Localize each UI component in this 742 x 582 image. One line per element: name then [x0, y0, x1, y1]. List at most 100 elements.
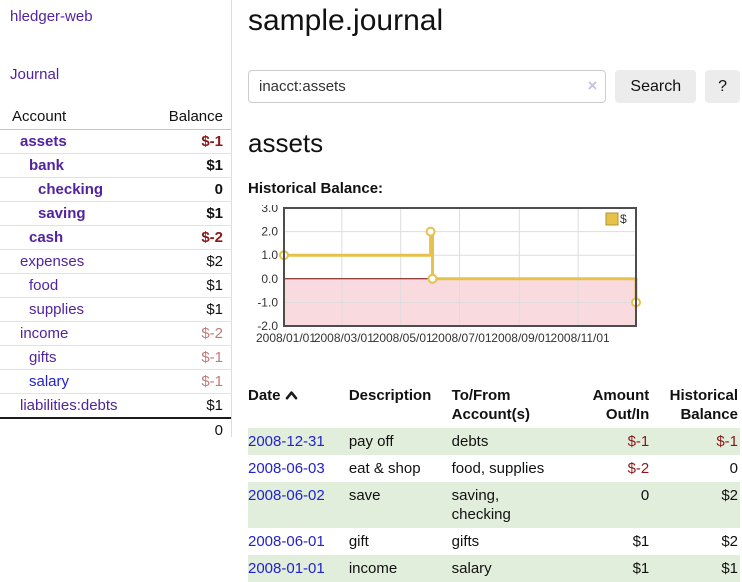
accounts-table-header: Account Balance	[0, 105, 231, 130]
register-row: 2008-12-31 pay off debts $-1 $-1	[248, 428, 740, 455]
account-balance: $1	[145, 153, 231, 178]
tofrom-header-line2: Account(s)	[451, 406, 530, 423]
svg-text:-1.0: -1.0	[257, 295, 278, 309]
historical-balance-chart: 3.0 2.0 1.0 0.0 -1.0 -2.0 2008/01/01 2008/03/01…	[248, 201, 740, 370]
transaction-description: income	[348, 555, 452, 582]
transaction-balance: $2	[651, 482, 740, 528]
amount-header-line1: Amount	[592, 387, 650, 404]
transaction-tofrom: food, supplies	[451, 460, 545, 477]
svg-text:0.0: 0.0	[261, 272, 278, 286]
search-input-wrap: ×	[248, 70, 607, 103]
sidebar: hledger-web Journal Account Balance asse…	[0, 0, 232, 442]
account-link[interactable]: income	[20, 325, 69, 342]
transaction-date-link[interactable]: 2008-06-03	[248, 460, 325, 477]
account-row: expenses $2	[0, 249, 231, 274]
account-link[interactable]: assets	[20, 133, 67, 150]
account-balance: $1	[145, 297, 231, 322]
account-balance: $1	[145, 201, 231, 226]
data-point-marker[interactable]	[425, 226, 436, 237]
svg-text:2008/07/01: 2008/07/01	[431, 331, 491, 345]
accounts-table: Account Balance assets $-1 bank $1 checking 0…	[0, 105, 231, 442]
balance-header-line1: Historical	[669, 387, 738, 404]
account-row: checking 0	[0, 177, 231, 202]
accounts-total-row: 0	[0, 417, 231, 442]
account-balance: $-1	[145, 129, 231, 154]
transaction-amount: $-1	[568, 428, 652, 455]
account-balance: $1	[145, 393, 231, 418]
transaction-description: pay off	[348, 428, 452, 455]
account-link[interactable]: cash	[29, 229, 64, 246]
svg-text:-2.0: -2.0	[257, 319, 278, 333]
clear-search-icon[interactable]: ×	[587, 76, 598, 95]
main-content: sample.journal × Search ? assets Histori…	[248, 0, 740, 582]
transaction-description: gift	[348, 533, 369, 550]
transaction-amount: $-2	[627, 460, 650, 477]
transaction-tofrom: saving, checking	[451, 482, 569, 528]
register-table: Date Description To/From Account(s) Amou…	[248, 384, 740, 582]
account-link[interactable]: supplies	[29, 301, 85, 318]
account-balance: $1	[145, 273, 231, 298]
account-row: salary $-1	[0, 369, 231, 394]
transaction-description: eat & shop	[348, 460, 421, 477]
transaction-balance: $2	[721, 533, 738, 550]
account-link[interactable]: bank	[29, 157, 65, 174]
account-link[interactable]: expenses	[20, 253, 85, 270]
transaction-balance: $1	[651, 555, 740, 582]
register-row: 2008-06-02 save saving, checking 0 $2	[248, 482, 740, 528]
page-title: sample.journal	[248, 4, 444, 37]
account-link[interactable]: food	[29, 277, 59, 294]
svg-text:2008/01/01: 2008/01/01	[256, 331, 316, 345]
account-balance: $-2	[145, 321, 231, 346]
transaction-tofrom: salary	[451, 555, 569, 582]
sidebar-item-journal[interactable]: Journal	[10, 66, 60, 83]
transaction-date-link[interactable]: 2008-06-01	[248, 533, 325, 550]
date-column-header[interactable]: Date	[248, 384, 349, 428]
account-balance: $-1	[145, 369, 231, 394]
transaction-date-link[interactable]: 2008-06-02	[248, 487, 325, 504]
svg-text:2008/05/01: 2008/05/01	[373, 331, 433, 345]
account-row: assets $-1	[0, 129, 231, 154]
data-point-marker[interactable]	[427, 273, 438, 284]
amount-header-line2: Out/In	[605, 406, 650, 423]
account-column-header: Account	[0, 105, 146, 130]
accounts-total-value: 0	[145, 417, 231, 442]
account-row: saving $1	[0, 201, 231, 226]
transaction-amount: $1	[632, 533, 650, 550]
register-header-row: Date Description To/From Account(s) Amou…	[248, 384, 740, 428]
transaction-date-link[interactable]: 2008-12-31	[248, 433, 325, 450]
search-button[interactable]: Search	[615, 70, 697, 103]
balance-header-line2: Balance	[680, 406, 738, 423]
account-link[interactable]: checking	[38, 181, 104, 198]
account-row: supplies $1	[0, 297, 231, 322]
account-row: gifts $-1	[0, 345, 231, 370]
sort-ascending-icon	[285, 387, 298, 406]
account-row: liabilities:debts $1	[0, 393, 231, 418]
account-link[interactable]: saving	[38, 205, 86, 222]
account-heading: assets	[248, 128, 324, 158]
account-link[interactable]: gifts	[29, 349, 57, 366]
amount-column-header: Amount Out/In	[569, 384, 652, 428]
svg-text:2008/03/01: 2008/03/01	[314, 331, 374, 345]
date-header-label: Date	[248, 387, 281, 404]
transaction-date-link[interactable]: 2008-01-01	[248, 560, 325, 577]
account-balance: $-2	[145, 225, 231, 250]
legend-swatch	[605, 212, 619, 226]
account-link[interactable]: salary	[29, 373, 70, 390]
tofrom-header-line1: To/From	[451, 387, 511, 404]
help-button[interactable]: ?	[705, 70, 740, 103]
transaction-amount: $1	[568, 555, 652, 582]
app-title-link[interactable]: hledger-web	[10, 8, 93, 25]
account-row: cash $-2	[0, 225, 231, 250]
legend-label: $	[620, 212, 627, 226]
svg-text:1.0: 1.0	[261, 248, 278, 262]
svg-text:2008/11/01: 2008/11/01	[551, 331, 610, 345]
search-input[interactable]	[248, 70, 607, 103]
transaction-balance: 0	[729, 460, 738, 477]
description-column-header: Description	[348, 387, 432, 404]
svg-text:2008/09/01: 2008/09/01	[491, 331, 551, 345]
account-link[interactable]: liabilities:debts	[20, 397, 118, 414]
transaction-description: save	[348, 482, 452, 528]
account-row: bank $1	[0, 153, 231, 178]
transaction-balance: $-1	[651, 428, 740, 455]
register-row: 2008-06-03 eat & shop food, supplies $-2 0	[248, 455, 740, 482]
